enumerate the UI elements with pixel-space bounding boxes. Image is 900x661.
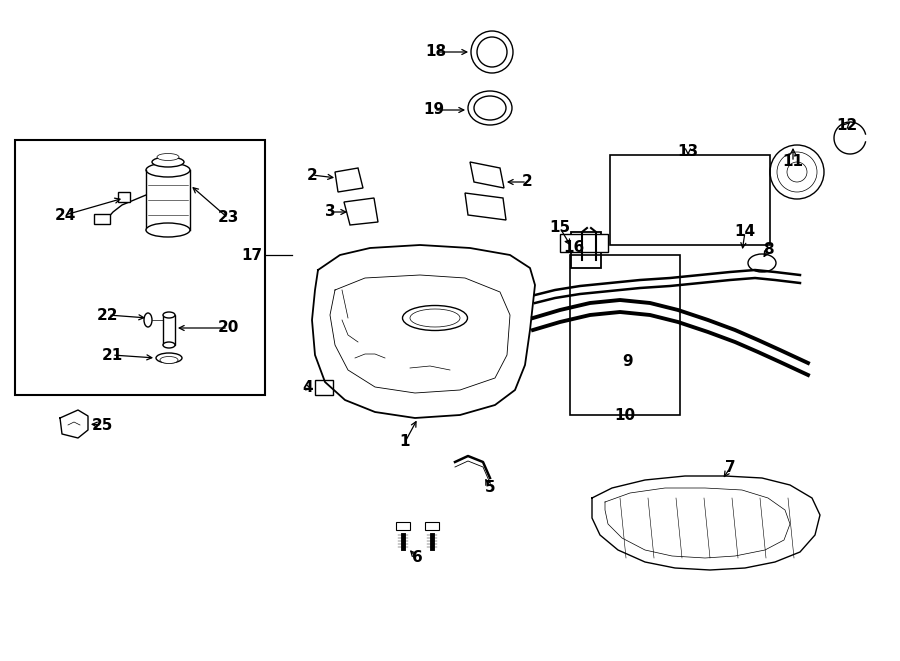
Ellipse shape (468, 91, 512, 125)
Ellipse shape (163, 312, 175, 318)
Ellipse shape (157, 153, 179, 161)
Text: 18: 18 (426, 44, 446, 59)
Ellipse shape (477, 37, 507, 67)
Bar (560, 234, 608, 252)
Text: 1: 1 (400, 434, 410, 449)
Text: 23: 23 (217, 210, 239, 225)
Ellipse shape (163, 342, 175, 348)
Ellipse shape (402, 305, 467, 330)
Ellipse shape (410, 309, 460, 327)
Bar (396, 522, 410, 530)
Ellipse shape (146, 223, 190, 237)
Text: 15: 15 (549, 221, 571, 235)
Text: 24: 24 (54, 208, 76, 223)
Bar (94, 214, 110, 224)
Ellipse shape (748, 254, 776, 272)
Text: 21: 21 (102, 348, 122, 362)
Text: 10: 10 (615, 407, 635, 422)
Ellipse shape (160, 356, 178, 364)
Text: 9: 9 (623, 354, 634, 369)
Ellipse shape (156, 353, 182, 363)
Text: 19: 19 (423, 102, 445, 118)
Text: 17: 17 (241, 247, 263, 262)
Text: 6: 6 (411, 551, 422, 566)
Ellipse shape (474, 96, 506, 120)
Bar (610, 155, 770, 245)
Circle shape (770, 145, 824, 199)
Circle shape (787, 162, 807, 182)
Polygon shape (335, 168, 363, 192)
Bar (571, 232, 601, 268)
Text: 20: 20 (217, 321, 239, 336)
Ellipse shape (152, 157, 184, 167)
Text: 16: 16 (563, 241, 585, 256)
Text: 7: 7 (724, 461, 735, 475)
Polygon shape (470, 162, 504, 188)
Bar (425, 522, 439, 530)
Ellipse shape (144, 313, 152, 327)
Bar (15, 140, 265, 395)
Text: 11: 11 (782, 155, 804, 169)
Circle shape (777, 152, 817, 192)
Text: 12: 12 (836, 118, 858, 132)
Text: 2: 2 (522, 175, 533, 190)
Bar (163, 315, 175, 345)
Polygon shape (344, 198, 378, 225)
Text: 14: 14 (734, 225, 756, 239)
Ellipse shape (146, 163, 190, 177)
Text: 22: 22 (97, 307, 119, 323)
Text: 8: 8 (762, 243, 773, 258)
Bar (118, 192, 130, 202)
Text: 5: 5 (485, 481, 495, 496)
Ellipse shape (471, 31, 513, 73)
Text: 2: 2 (307, 167, 318, 182)
Polygon shape (465, 193, 506, 220)
Bar (315, 380, 333, 395)
Text: 4: 4 (302, 381, 313, 395)
Text: 25: 25 (91, 418, 112, 432)
Bar (570, 255, 680, 415)
Text: 3: 3 (325, 204, 336, 219)
Text: 13: 13 (678, 145, 698, 159)
